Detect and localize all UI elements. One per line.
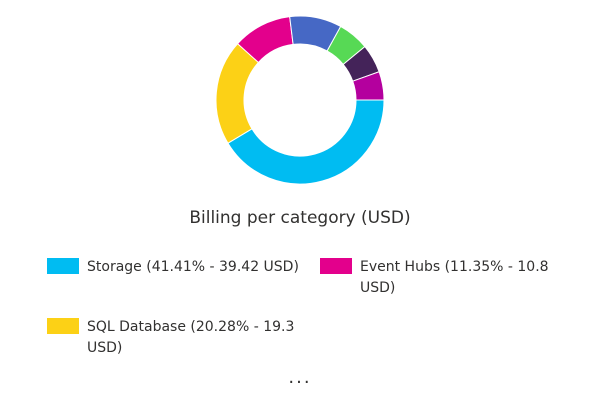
- legend-label-storage: Storage (41.41% - 39.42 USD): [87, 259, 299, 275]
- donut-slice-other-6[interactable]: [352, 71, 385, 101]
- legend-label-sql-database: SQL Database (20.28% - 19.3 USD): [87, 319, 295, 356]
- legend-item-sql-database[interactable]: SQL Database (20.28% - 19.3 USD): [47, 317, 307, 359]
- legend-item-event-hubs[interactable]: Event Hubs (11.35% - 10.8 USD): [320, 257, 560, 299]
- legend-item-storage[interactable]: Storage (41.41% - 39.42 USD): [47, 257, 317, 278]
- legend-swatch-storage: [47, 258, 79, 274]
- donut-slice-storage[interactable]: [227, 99, 385, 185]
- chart-title: Billing per category (USD): [189, 208, 411, 228]
- donut-slice-sql-database[interactable]: [215, 42, 260, 144]
- more-legend-button[interactable]: ...: [270, 362, 330, 392]
- donut-chart: [215, 15, 385, 185]
- legend-swatch-event-hubs: [320, 258, 352, 274]
- legend-swatch-sql-database: [47, 318, 79, 334]
- legend-label-event-hubs: Event Hubs (11.35% - 10.8 USD): [360, 259, 549, 296]
